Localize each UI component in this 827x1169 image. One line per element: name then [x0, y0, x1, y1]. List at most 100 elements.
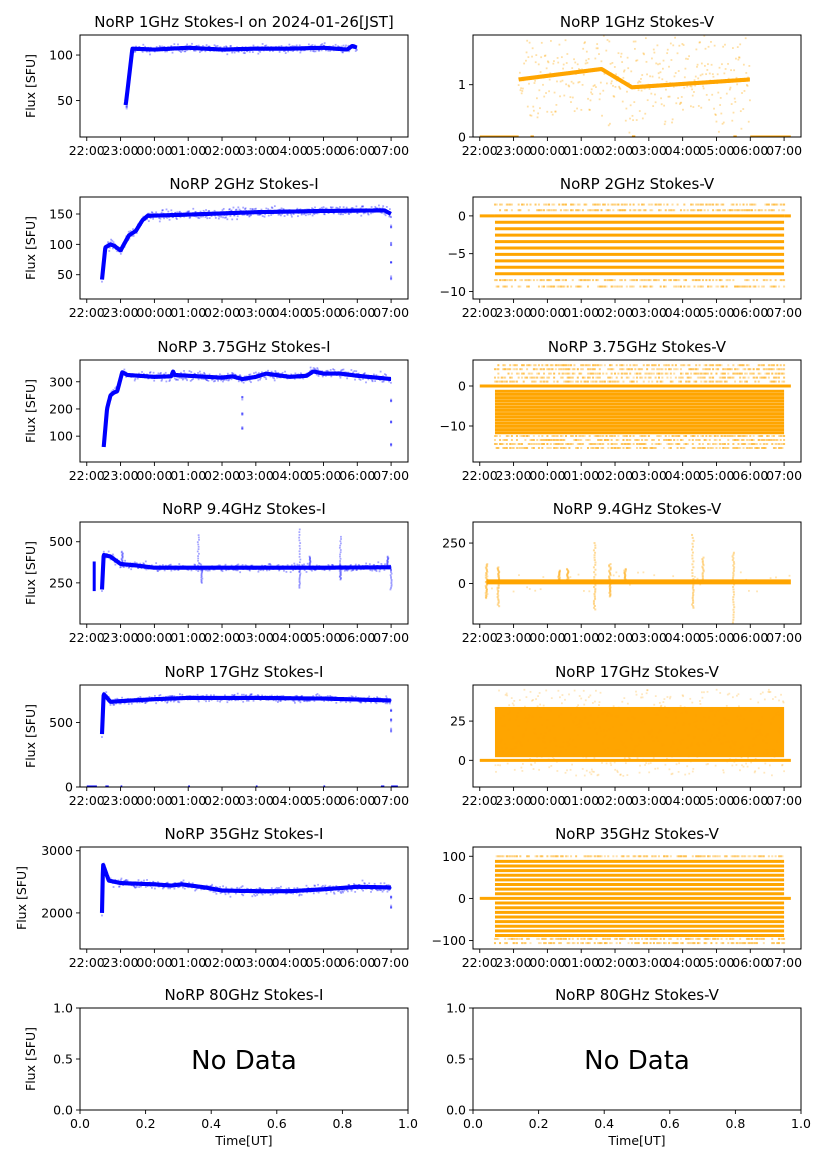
noise-point	[197, 700, 200, 703]
noise-point	[205, 209, 207, 211]
noise-point	[225, 216, 228, 219]
noise-point	[333, 369, 336, 371]
noise-point	[583, 42, 586, 45]
noise-point	[149, 216, 151, 218]
sparse-point	[541, 439, 544, 441]
noise-point	[294, 372, 297, 375]
sparse-point	[583, 279, 586, 282]
noise-point	[626, 56, 629, 59]
noise-point	[296, 376, 299, 378]
sparse-point	[735, 368, 738, 371]
noise-point	[146, 218, 148, 221]
x-tick-label: 03:00	[631, 305, 667, 320]
noise-point	[143, 567, 146, 570]
sparse-point	[717, 435, 720, 437]
noise-point	[149, 371, 151, 374]
noise-point	[143, 217, 145, 219]
noise-point	[241, 50, 243, 52]
noise-point	[245, 699, 248, 702]
noise-point	[337, 45, 339, 48]
noise-point	[284, 209, 287, 212]
sparse-point	[641, 435, 644, 437]
noise-point	[222, 380, 224, 383]
sparse-point	[586, 439, 589, 441]
noise-point	[241, 213, 244, 216]
sparse-point	[663, 439, 666, 441]
noise-point	[524, 705, 526, 708]
noise-point	[194, 695, 197, 698]
spike-point	[592, 549, 595, 552]
noise-point	[581, 68, 583, 71]
spike-point	[197, 543, 200, 546]
noise-point	[355, 205, 358, 208]
noise-point	[174, 46, 176, 48]
noise-point	[119, 702, 122, 705]
sparse-point	[602, 203, 605, 206]
sparse-point	[778, 368, 781, 371]
noise-point	[323, 213, 326, 215]
subplot-title: NoRP 3.75GHz Stokes-V	[548, 338, 727, 356]
sparse-point	[507, 203, 510, 206]
noise-point	[498, 750, 501, 753]
noise-point	[175, 566, 178, 569]
sparse-point	[749, 285, 752, 288]
noise-point	[512, 736, 515, 739]
sparse-point	[586, 372, 589, 375]
sparse-point	[617, 447, 620, 449]
sparse-point	[652, 279, 655, 282]
noise-point	[646, 99, 649, 102]
noise-point	[197, 216, 200, 219]
spike-point	[309, 560, 312, 563]
noise-point	[371, 699, 374, 702]
noise-point	[270, 696, 273, 699]
spike-point	[387, 557, 390, 559]
noise-point	[642, 571, 645, 574]
noise-point	[728, 88, 731, 91]
noise-point	[155, 697, 158, 700]
noise-point	[301, 373, 304, 376]
noise-point	[250, 564, 253, 567]
noise-point	[112, 555, 115, 558]
noise-point	[180, 214, 183, 217]
sparse-point	[725, 447, 728, 449]
noise-point	[253, 696, 256, 699]
sparse-point	[676, 443, 679, 445]
noise-point	[285, 376, 288, 379]
noise-point	[280, 567, 283, 570]
noise-point	[154, 213, 156, 216]
noise-point	[163, 569, 166, 572]
noise-point	[539, 71, 542, 73]
sparse-point	[512, 380, 515, 383]
noise-point	[278, 375, 281, 378]
noise-point	[264, 213, 267, 216]
sparse-point	[629, 203, 632, 206]
noise-point	[139, 221, 142, 223]
noise-point	[590, 88, 593, 91]
noise-point	[300, 373, 303, 376]
sparse-point	[507, 372, 510, 375]
noise-point	[136, 564, 139, 567]
noise-point	[166, 50, 168, 53]
noise-point	[504, 743, 507, 745]
noise-point	[252, 699, 255, 702]
spike-point	[594, 546, 597, 549]
noise-point	[131, 232, 134, 234]
noise-point	[215, 374, 218, 377]
sparse-point	[529, 364, 532, 367]
sparse-point	[504, 209, 507, 212]
sparse-point	[512, 443, 515, 445]
noise-point	[164, 49, 167, 52]
noise-point	[201, 212, 204, 215]
noise-point	[343, 212, 346, 214]
sparse-point	[668, 447, 671, 449]
noise-point	[368, 567, 371, 570]
noise-point	[226, 218, 229, 221]
x-tick-label: 05:00	[305, 793, 341, 808]
sparse-point	[527, 443, 530, 445]
spike-point	[298, 571, 301, 573]
sparse-point	[657, 364, 660, 367]
noise-point	[111, 392, 114, 395]
noise-point	[549, 740, 552, 743]
noise-point	[361, 564, 364, 567]
outlier-point	[390, 398, 393, 401]
